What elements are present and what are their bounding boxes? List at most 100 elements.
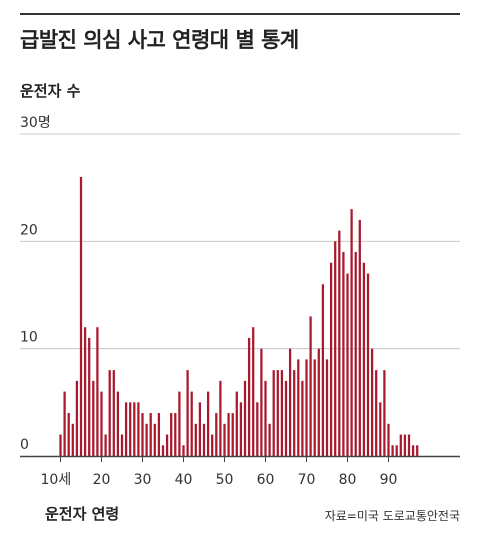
bar bbox=[202, 423, 206, 456]
bar bbox=[375, 370, 378, 456]
bar bbox=[67, 413, 70, 456]
bar bbox=[116, 391, 120, 456]
bar bbox=[288, 348, 292, 456]
x-tick-label: 80 bbox=[339, 472, 357, 488]
bar bbox=[194, 423, 197, 456]
bar bbox=[223, 423, 226, 456]
bar bbox=[100, 391, 103, 456]
y-tick-label: 30명 bbox=[20, 115, 51, 131]
bar bbox=[362, 262, 366, 456]
bar bbox=[153, 423, 156, 456]
bar bbox=[309, 316, 312, 456]
bar bbox=[301, 380, 304, 456]
bar bbox=[243, 380, 247, 456]
bar bbox=[129, 402, 132, 456]
bar bbox=[387, 423, 390, 456]
bar bbox=[297, 359, 300, 456]
bar bbox=[280, 370, 284, 456]
x-tick-label: 70 bbox=[298, 472, 316, 488]
chart-title: 급발진 의심 사고 연령대 별 통계 bbox=[20, 28, 299, 52]
bar bbox=[260, 348, 263, 456]
bar bbox=[133, 402, 136, 456]
bar bbox=[366, 273, 370, 456]
bar bbox=[178, 391, 181, 456]
bar bbox=[79, 176, 83, 456]
bar bbox=[170, 413, 173, 456]
bar bbox=[227, 413, 230, 456]
bar bbox=[321, 284, 325, 456]
bar bbox=[317, 348, 320, 456]
bar bbox=[239, 402, 243, 456]
bar bbox=[252, 327, 255, 456]
bar bbox=[59, 434, 62, 456]
bar bbox=[174, 413, 177, 456]
bar bbox=[395, 445, 398, 456]
x-axis-label: 운전자 연령 bbox=[45, 505, 120, 523]
bar bbox=[325, 359, 329, 456]
bar bbox=[403, 434, 407, 456]
bar bbox=[407, 434, 411, 456]
y-axis-label: 운전자 수 bbox=[20, 82, 81, 100]
bar bbox=[71, 423, 74, 456]
bar bbox=[75, 380, 79, 456]
bar bbox=[256, 402, 259, 456]
bar bbox=[284, 380, 288, 456]
bar bbox=[305, 359, 308, 456]
bar bbox=[313, 359, 316, 456]
x-tick-label: 60 bbox=[257, 472, 275, 488]
bar bbox=[96, 327, 99, 456]
bar bbox=[108, 370, 111, 456]
bar bbox=[342, 252, 345, 456]
bar bbox=[215, 413, 218, 456]
bar bbox=[334, 241, 337, 456]
bar bbox=[383, 370, 386, 456]
bar bbox=[379, 402, 382, 456]
y-tick-label: 20 bbox=[20, 222, 38, 238]
bar bbox=[276, 370, 279, 456]
bar bbox=[219, 380, 222, 456]
bar bbox=[391, 445, 394, 456]
bar bbox=[161, 445, 165, 456]
bar bbox=[104, 434, 107, 456]
bar bbox=[211, 434, 214, 456]
bar bbox=[358, 219, 361, 456]
bar bbox=[190, 391, 193, 456]
bar bbox=[329, 262, 333, 456]
bar bbox=[182, 445, 185, 456]
bar bbox=[186, 370, 189, 456]
bar bbox=[338, 230, 341, 456]
bar bbox=[235, 391, 238, 456]
x-tick-label: 20 bbox=[93, 472, 111, 488]
bar bbox=[231, 413, 234, 456]
bar bbox=[145, 423, 148, 456]
bar bbox=[268, 423, 271, 456]
bar bbox=[416, 445, 419, 456]
bar bbox=[411, 445, 415, 456]
bar bbox=[92, 380, 95, 456]
bar bbox=[354, 252, 357, 456]
bar bbox=[206, 391, 210, 456]
bar bbox=[88, 337, 91, 456]
title-rule bbox=[20, 13, 460, 15]
x-tick-label: 10세 bbox=[41, 472, 72, 488]
bar bbox=[198, 402, 202, 456]
bar bbox=[264, 380, 267, 456]
bar bbox=[165, 434, 169, 456]
bar bbox=[247, 337, 251, 456]
y-tick-label: 0 bbox=[20, 437, 29, 453]
bar bbox=[112, 370, 115, 456]
bar bbox=[137, 402, 140, 456]
bar bbox=[63, 391, 66, 456]
bar bbox=[124, 402, 128, 456]
bar bbox=[157, 413, 161, 456]
bar bbox=[83, 327, 87, 456]
x-tick-label: 30 bbox=[134, 472, 152, 488]
bar bbox=[120, 434, 124, 456]
bar bbox=[141, 413, 144, 456]
y-tick-label: 10 bbox=[20, 330, 38, 346]
bar bbox=[350, 209, 353, 456]
bar bbox=[293, 370, 296, 456]
x-tick-label: 50 bbox=[216, 472, 234, 488]
bar bbox=[399, 434, 402, 456]
